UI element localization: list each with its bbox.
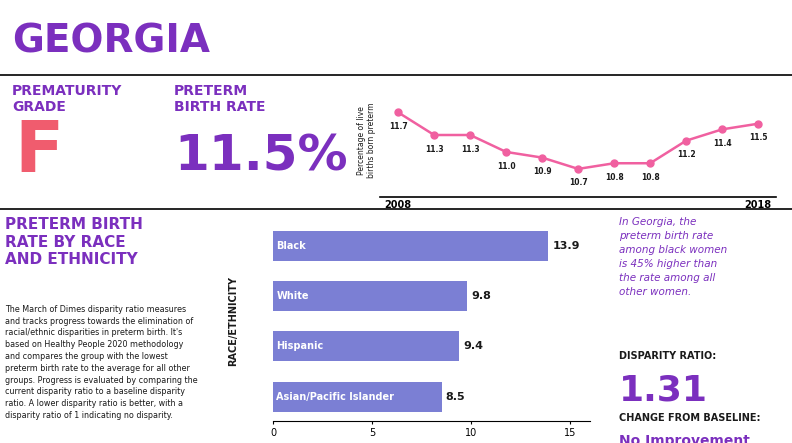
Text: GEORGIA: GEORGIA — [12, 22, 210, 60]
Text: 13.9: 13.9 — [553, 241, 580, 251]
Text: PRETERM
BIRTH RATE: PRETERM BIRTH RATE — [174, 84, 266, 114]
Text: No Improvement: No Improvement — [619, 434, 750, 443]
Text: 11.3: 11.3 — [425, 144, 444, 154]
Text: The March of Dimes disparity ratio measures
and tracks progress towards the elim: The March of Dimes disparity ratio measu… — [5, 305, 197, 420]
Text: 11.4: 11.4 — [713, 139, 732, 148]
Text: 10.9: 10.9 — [533, 167, 551, 176]
Text: 11.0: 11.0 — [497, 162, 516, 171]
Text: In Georgia, the
preterm birth rate
among black women
is 45% higher than
the rate: In Georgia, the preterm birth rate among… — [619, 217, 727, 297]
Text: 11.5: 11.5 — [749, 133, 767, 142]
Bar — [273, 281, 467, 311]
Y-axis label: RACE/ETHNICITY: RACE/ETHNICITY — [229, 276, 238, 366]
Y-axis label: Percentage of live
births born preterm: Percentage of live births born preterm — [356, 103, 376, 179]
Text: PREMATURITY
GRADE: PREMATURITY GRADE — [12, 84, 122, 114]
Text: 10.8: 10.8 — [641, 173, 660, 182]
Text: 1.31: 1.31 — [619, 374, 708, 408]
Bar — [273, 331, 459, 361]
Text: White: White — [276, 291, 309, 301]
Text: Hispanic: Hispanic — [276, 342, 323, 351]
Text: 8.5: 8.5 — [445, 392, 465, 402]
Bar — [273, 230, 549, 261]
Text: Black: Black — [276, 241, 306, 251]
Text: 11.5%: 11.5% — [174, 133, 348, 181]
Text: 9.4: 9.4 — [463, 342, 483, 351]
Text: DISPARITY RATIO:: DISPARITY RATIO: — [619, 351, 716, 361]
Text: CHANGE FROM BASELINE:: CHANGE FROM BASELINE: — [619, 413, 760, 423]
Text: F: F — [14, 118, 63, 187]
Text: 11.3: 11.3 — [461, 144, 479, 154]
Text: 10.7: 10.7 — [569, 179, 588, 187]
Text: 10.8: 10.8 — [605, 173, 623, 182]
Text: 11.2: 11.2 — [677, 150, 695, 159]
Bar — [273, 381, 442, 412]
Text: 9.8: 9.8 — [471, 291, 491, 301]
Text: 11.7: 11.7 — [389, 122, 408, 131]
Text: Asian/Pacific Islander: Asian/Pacific Islander — [276, 392, 394, 402]
Text: PRETERM BIRTH
RATE BY RACE
AND ETHNICITY: PRETERM BIRTH RATE BY RACE AND ETHNICITY — [5, 217, 143, 267]
